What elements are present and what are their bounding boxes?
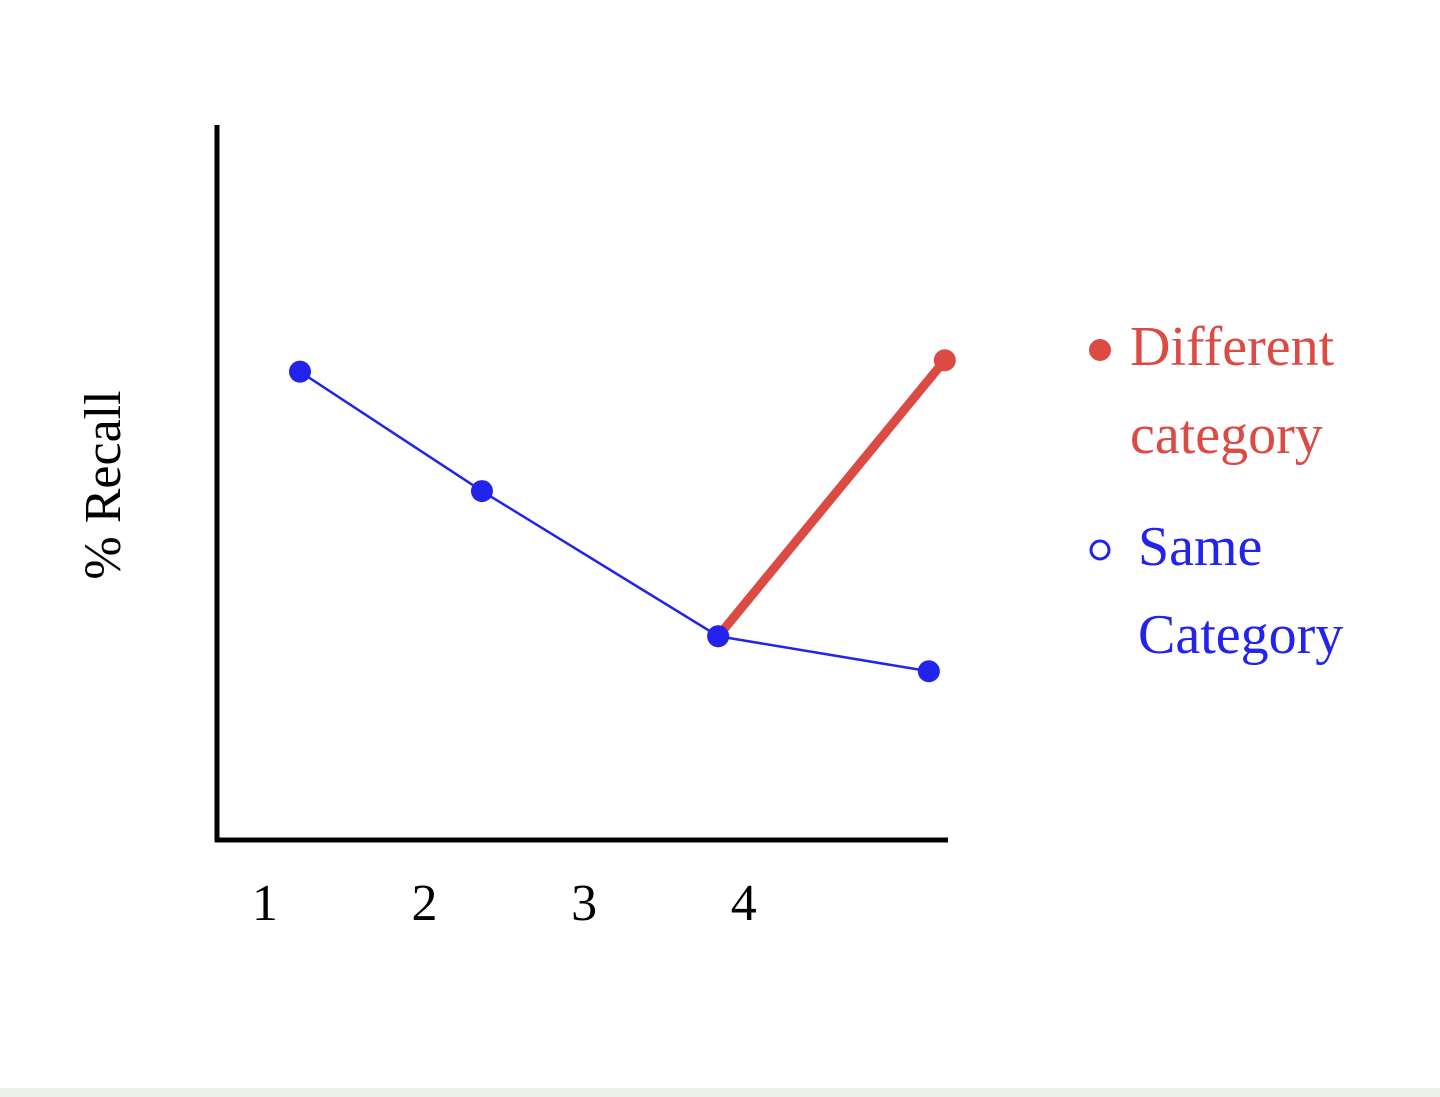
x-tick-label: 2 bbox=[411, 875, 437, 932]
y-axis-label: % Recall bbox=[75, 390, 132, 579]
point bbox=[470, 480, 493, 503]
legend-line: Different bbox=[1130, 316, 1335, 378]
legend-line: Same bbox=[1138, 516, 1262, 578]
point bbox=[707, 625, 730, 648]
x-tick-label: 1 bbox=[252, 875, 278, 932]
series-line bbox=[298, 370, 931, 673]
legend-label: Different category bbox=[1130, 316, 1335, 466]
point bbox=[288, 360, 311, 383]
point bbox=[917, 660, 940, 683]
legend-line: category bbox=[1130, 404, 1323, 466]
legend-line: Category bbox=[1138, 604, 1343, 666]
legend-marker bbox=[1089, 339, 1111, 361]
x-tick-label: 3 bbox=[571, 875, 597, 932]
series-line bbox=[713, 355, 950, 641]
point bbox=[933, 349, 956, 372]
legend-marker bbox=[1089, 539, 1111, 561]
legend-label: Same Category bbox=[1138, 516, 1343, 666]
x-tick-label: 4 bbox=[731, 875, 757, 932]
bottom-strip bbox=[0, 1088, 1440, 1097]
